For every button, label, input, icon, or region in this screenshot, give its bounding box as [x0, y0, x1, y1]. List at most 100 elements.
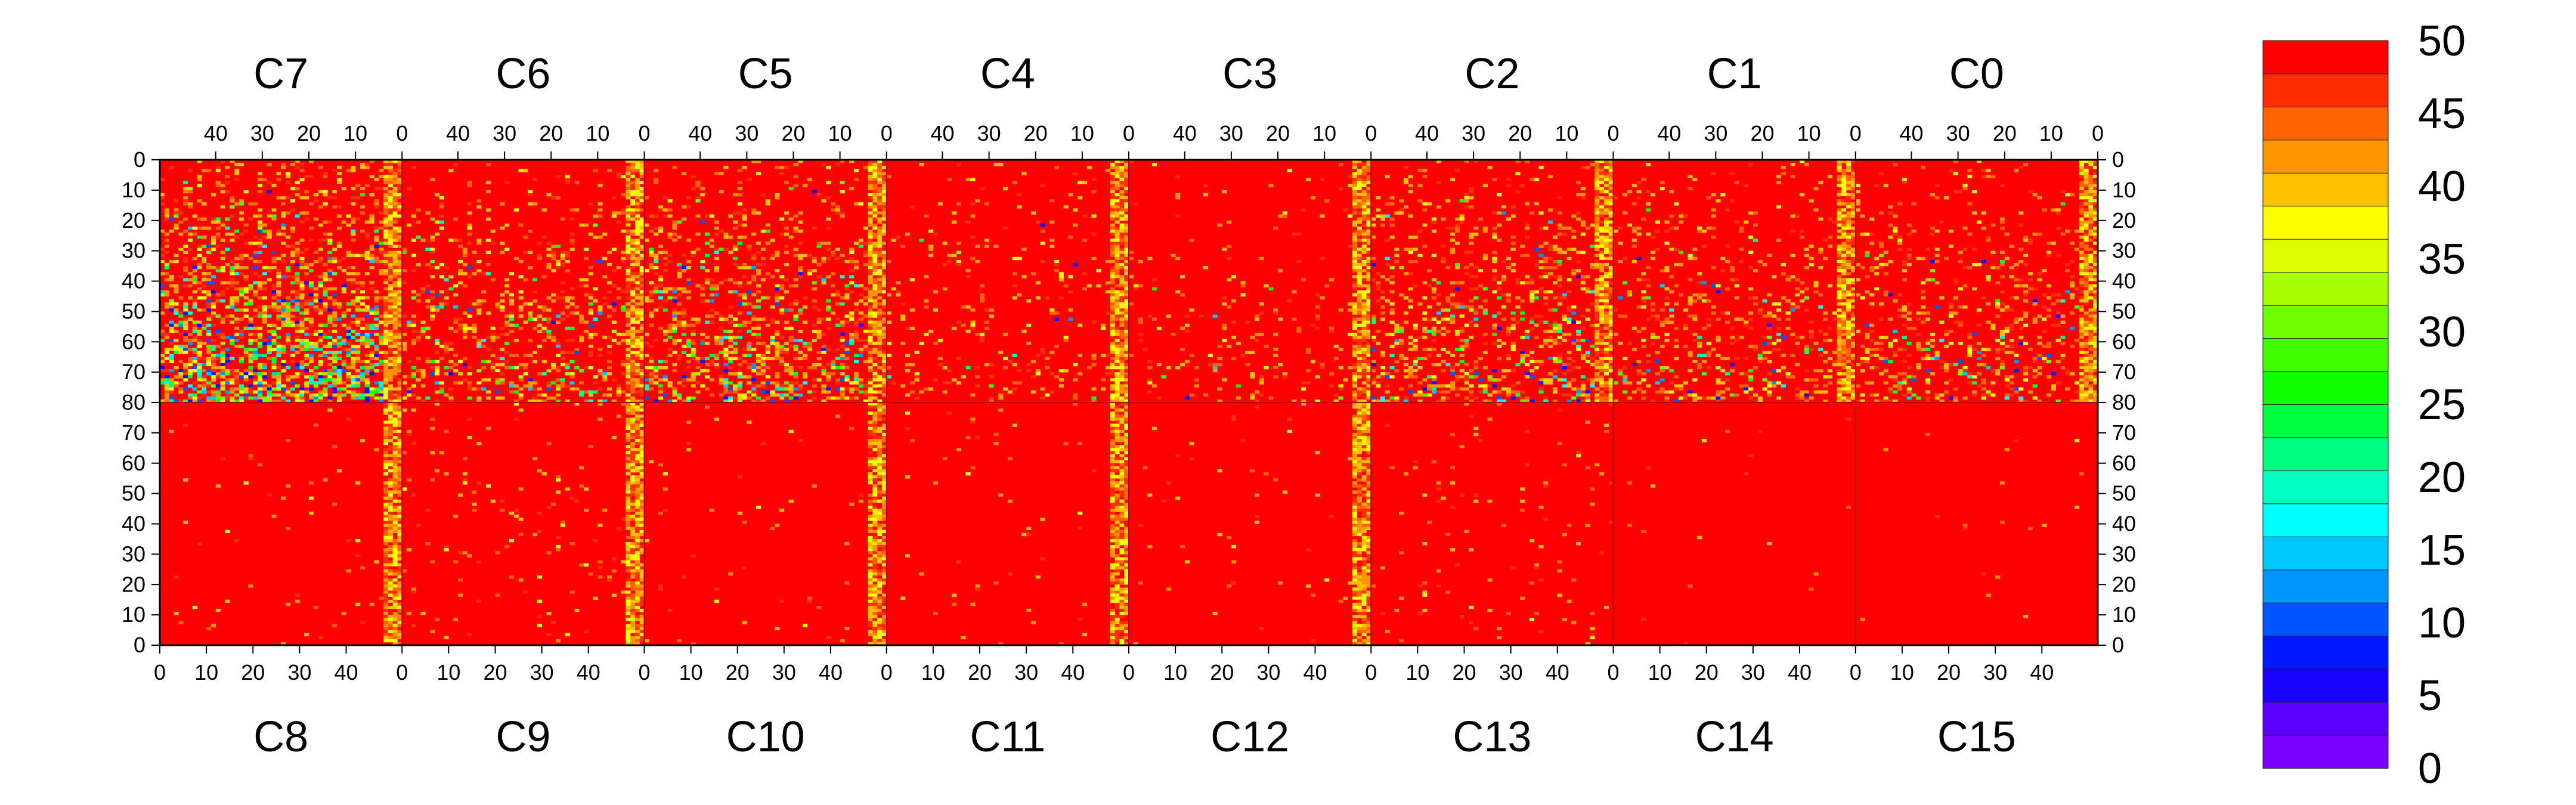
heatmap-cell	[192, 351, 197, 354]
heatmap-cell	[253, 259, 258, 264]
heatmap-cell	[528, 202, 533, 206]
heatmap-cell	[444, 393, 449, 397]
heatmap-cell	[621, 193, 626, 197]
heatmap-cell	[267, 342, 272, 345]
heatmap-cell	[351, 345, 356, 348]
heatmap-cell	[579, 317, 584, 321]
heatmap-cell	[1119, 396, 1125, 400]
heatmap-cell	[411, 253, 416, 258]
heatmap-cell	[295, 247, 300, 251]
heatmap-cell	[737, 393, 742, 397]
heatmap-cell	[364, 393, 370, 397]
heatmap-cell	[672, 329, 677, 333]
heatmap-cell	[220, 375, 225, 379]
heatmap-cell	[1054, 269, 1060, 273]
heatmap-cell	[662, 262, 668, 267]
heatmap-cell	[267, 387, 272, 391]
heatmap-cell	[313, 299, 318, 303]
heatmap-cell	[281, 314, 286, 318]
heatmap-cell	[695, 360, 701, 364]
heatmap-cell	[1250, 351, 1255, 354]
heatmap-cell	[276, 351, 281, 354]
heatmap-cell	[961, 305, 966, 309]
heatmap-cell	[169, 278, 174, 281]
heatmap-cell	[1110, 332, 1115, 336]
heatmap-cell	[276, 269, 281, 273]
heatmap-cell	[756, 272, 761, 275]
heatmap-cell	[798, 357, 803, 361]
heatmap-cell	[947, 375, 952, 379]
heatmap-cell	[323, 193, 328, 197]
heatmap-cell	[970, 390, 976, 394]
heatmap-cell	[1278, 363, 1283, 367]
heatmap-cell	[1124, 372, 1129, 376]
heatmap-cell	[392, 320, 398, 324]
heatmap-cell	[467, 275, 472, 278]
heatmap-cell	[490, 336, 496, 339]
heatmap-cell	[258, 342, 263, 345]
heatmap-cell	[1124, 236, 1129, 239]
heatmap-cell	[821, 242, 826, 245]
heatmap-cell	[662, 375, 668, 379]
heatmap-cell	[812, 366, 817, 370]
heatmap-cell	[639, 384, 645, 388]
heatmap-cell	[258, 266, 263, 270]
heatmap-cell	[868, 348, 873, 351]
heatmap-cell	[723, 247, 729, 251]
heatmap-cell	[1063, 369, 1069, 373]
heatmap-cell	[392, 293, 398, 297]
heatmap-cell	[602, 375, 608, 379]
heatmap-cell	[868, 253, 873, 258]
heatmap-cell	[1119, 233, 1125, 236]
heatmap-cell	[351, 384, 356, 388]
heatmap-cell	[313, 287, 318, 291]
heatmap-cell	[397, 166, 402, 169]
heatmap-cell	[397, 190, 402, 194]
heatmap-cell	[379, 211, 384, 215]
heatmap-cell	[476, 269, 482, 273]
heatmap-cell	[1110, 233, 1115, 236]
heatmap-cell	[868, 193, 873, 197]
heatmap-cell	[849, 250, 854, 255]
heatmap-cell	[262, 323, 267, 327]
heatmap-cell	[388, 351, 393, 354]
heatmap-cell	[737, 211, 742, 215]
heatmap-cell	[667, 348, 673, 351]
heatmap-cell	[374, 178, 379, 181]
heatmap-cell	[682, 311, 687, 315]
heatmap-cell	[775, 375, 780, 379]
heatmap-cell	[1124, 323, 1129, 327]
heatmap-cell	[816, 336, 822, 339]
heatmap-cell	[448, 399, 454, 403]
heatmap-cell	[868, 172, 873, 175]
heatmap-cell	[369, 357, 374, 361]
heatmap-cell	[355, 354, 361, 357]
heatmap-cell	[654, 372, 659, 376]
heatmap-cell	[877, 332, 883, 336]
heatmap-cell	[1017, 290, 1022, 294]
heatmap-cell	[369, 326, 374, 330]
heatmap-cell	[970, 308, 976, 312]
heatmap-cell	[1035, 354, 1041, 357]
heatmap-cell	[639, 230, 645, 233]
heatmap-cell	[169, 323, 174, 327]
heatmap-cell	[509, 323, 515, 327]
heatmap-cell	[239, 384, 244, 388]
heatmap-cell	[1110, 323, 1115, 327]
heatmap-cell	[803, 320, 808, 324]
heatmap-cell	[323, 369, 328, 373]
heatmap-cell	[1110, 278, 1115, 281]
heatmap-cell	[616, 172, 621, 175]
heatmap-cell	[420, 320, 426, 324]
heatmap-cell	[854, 308, 859, 312]
heatmap-cell	[434, 390, 440, 394]
heatmap-cell	[392, 256, 398, 261]
heatmap-cell	[323, 393, 328, 397]
heatmap-cell	[667, 259, 673, 264]
heatmap-cell	[392, 336, 398, 339]
heatmap-cell	[569, 375, 575, 379]
heatmap-cell	[197, 226, 202, 230]
heatmap-cell	[309, 242, 314, 245]
heatmap-cell	[644, 239, 649, 242]
heatmap-cell	[416, 357, 421, 361]
